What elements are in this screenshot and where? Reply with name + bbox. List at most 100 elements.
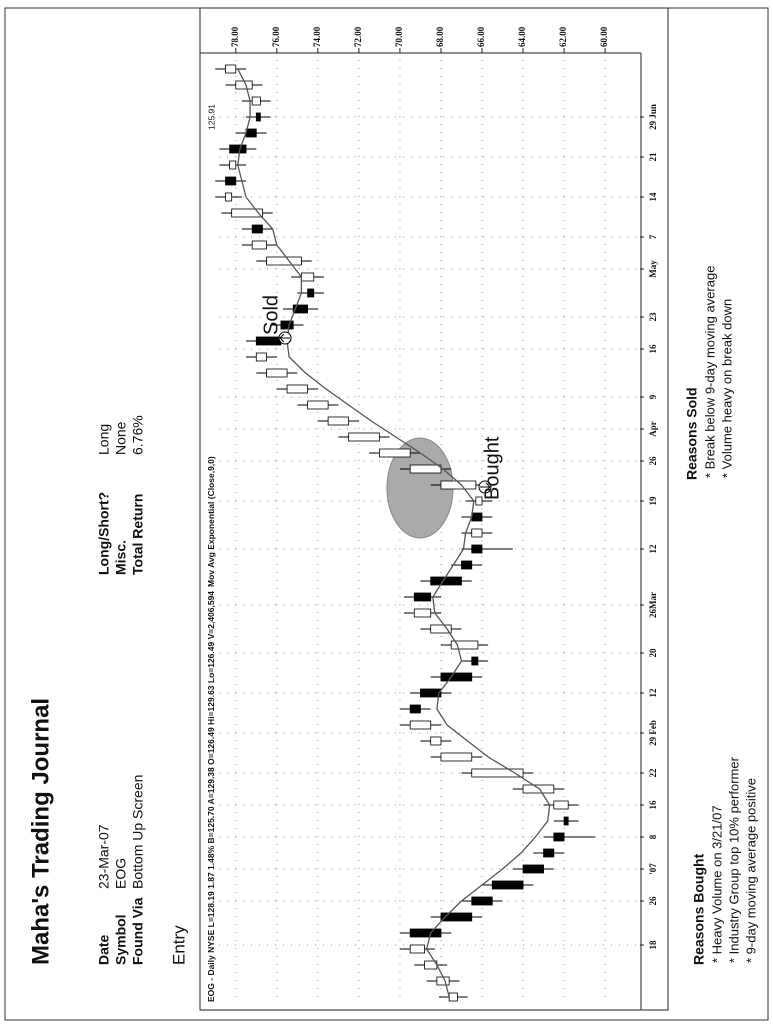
candle-body [348, 432, 380, 442]
ma-value-label: 125.91 [206, 104, 216, 130]
x-tick-label: 14 [648, 192, 658, 202]
candle-body [409, 720, 432, 730]
candle-body [292, 304, 308, 314]
candle-body [379, 448, 411, 458]
chart-header: EOG - Daily NYSE L=128.19 1.87 1.48% B=1… [206, 456, 216, 1002]
y-tick-label: 74.00 [312, 26, 322, 47]
annotation: Bought [481, 436, 503, 500]
ma-label: Mov Avg Exponential (Close,9,0) [206, 456, 216, 587]
reason-item: * Heavy Volume on 3/21/07 [709, 805, 724, 963]
field-label: Misc. [113, 540, 129, 575]
x-tick-label: 29 Jun [648, 104, 658, 130]
candle-body [225, 176, 237, 186]
candle-body [440, 480, 477, 490]
x-tick-label: 21 [648, 152, 658, 162]
reason-item: * Volume heavy on break down [719, 299, 734, 478]
y-tick-label: 64.00 [517, 26, 527, 47]
x-tick-label: 12 [648, 544, 658, 554]
x-tick-label: 26Mar [648, 592, 658, 618]
candle-body [440, 672, 473, 682]
candle-body [286, 384, 308, 394]
candle-body [255, 336, 282, 346]
candle-body [327, 416, 350, 426]
candle-body [251, 224, 263, 234]
candle-body [475, 496, 483, 506]
candle-body [251, 240, 267, 250]
y-tick-label: 60.00 [599, 26, 609, 47]
candle-body [307, 400, 329, 410]
candle-body [471, 528, 483, 538]
field-label: Date [96, 934, 112, 965]
field-value: None [113, 421, 129, 455]
x-tick-label: 16 [648, 344, 658, 354]
candle-body [563, 816, 569, 826]
candle-body [420, 688, 442, 698]
candle-body [255, 352, 267, 362]
candle-body [471, 512, 483, 522]
candle-body [229, 160, 237, 170]
candle-body [413, 608, 432, 618]
annotation: Sold [260, 295, 282, 335]
field-label: Found Via [130, 897, 146, 965]
x-tick-label: 9 [648, 394, 658, 399]
candle-body [301, 272, 315, 282]
y-tick-label: 62.00 [558, 26, 568, 47]
entry-heading: Entry [169, 925, 188, 965]
candle-body [255, 112, 261, 122]
y-tick-label: 70.00 [394, 26, 404, 47]
x-tick-label: 22 [648, 768, 658, 778]
candle-body [231, 208, 263, 218]
x-tick-label: 18 [648, 940, 658, 950]
x-tick-label: 29 Feb [648, 720, 658, 746]
moving-average [237, 68, 551, 998]
candle-body [225, 64, 237, 74]
bought-arrow [480, 482, 491, 492]
reason-item: * Break below 9-day moving average [702, 266, 717, 478]
x-tick-label: 26 [648, 896, 658, 906]
x-tick-label: '07 [648, 863, 658, 875]
reason-item: * 9-day moving average positive [743, 778, 758, 963]
y-tick-label: 66.00 [476, 26, 486, 47]
plot [215, 64, 595, 1002]
field-value: 6.76% [130, 415, 146, 455]
candle-body [266, 256, 302, 266]
reasons: Reasons Bought * Heavy Volume on 3/21/07 *… [684, 266, 759, 965]
candle-body [307, 288, 315, 298]
candle-body [471, 896, 493, 906]
chart-title: EOG - Daily NYSE L=128.19 1.87 1.48% B=1… [206, 591, 216, 1002]
y-tick-label: 72.00 [353, 26, 363, 47]
y-tick-label: 68.00 [435, 26, 445, 47]
candle-body [409, 464, 442, 474]
y-tick-label: 78.00 [230, 26, 240, 47]
reasons-heading: Reasons Bought [691, 853, 707, 965]
candle-body [225, 192, 233, 202]
x-tick-label: 23 [648, 312, 658, 322]
field-label: Symbol [113, 914, 129, 965]
x-tick-label: 12 [648, 688, 658, 698]
candle-body [430, 576, 462, 586]
field-value: EOG [113, 858, 129, 889]
field-label: Long/Short? [96, 492, 112, 575]
field-label: Total Return [130, 494, 146, 575]
x-tick-label: 16 [648, 800, 658, 810]
candle-body [471, 544, 483, 554]
x-tick-label: 26 [648, 456, 658, 466]
candle-body [229, 144, 247, 154]
x-tick-label: 7 [648, 234, 658, 239]
y-tick-label: 76.00 [271, 26, 281, 47]
reasons-heading: Reasons Sold [684, 387, 700, 480]
candle-body [409, 944, 425, 954]
candle-body [553, 800, 569, 810]
candle-body [448, 992, 458, 1002]
candle-body [430, 736, 442, 746]
sold-arrow [279, 333, 290, 343]
reason-item: * Industry Group top 10% performer [726, 756, 741, 963]
candle-body [440, 912, 473, 922]
candle-body [409, 704, 421, 714]
field-value: 23-Mar-07 [96, 824, 112, 889]
candle-body [491, 880, 524, 890]
candle-body [553, 832, 565, 842]
